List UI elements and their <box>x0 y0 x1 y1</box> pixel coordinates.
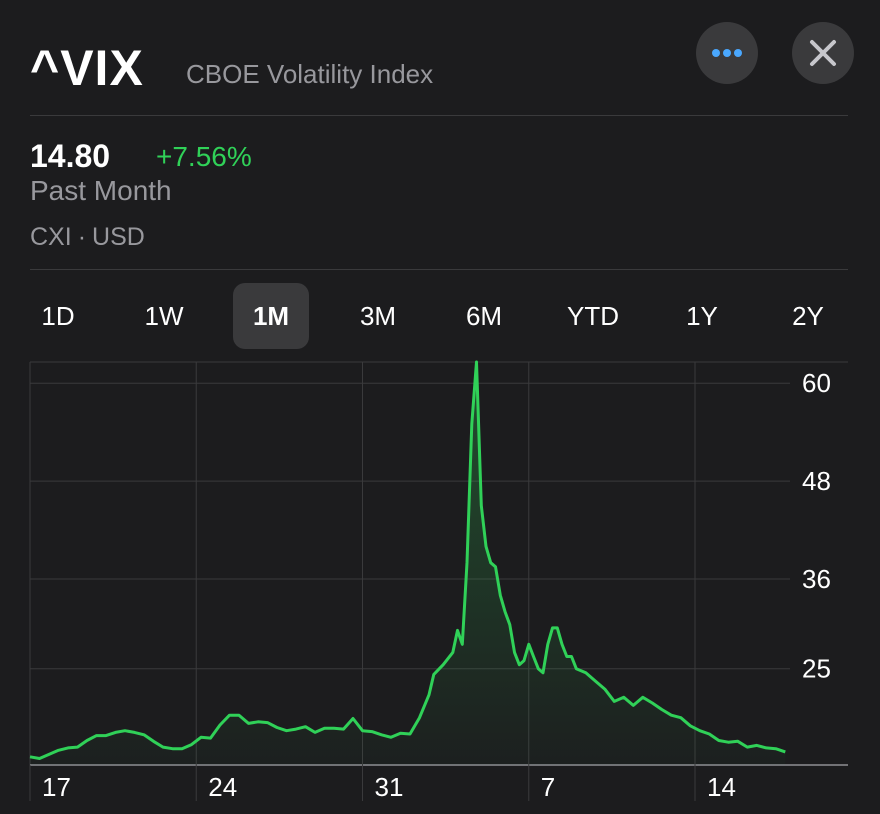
separator-dot: · <box>77 223 87 251</box>
close-button[interactable] <box>792 22 854 84</box>
close-x-icon <box>810 40 836 66</box>
tab-3m[interactable]: 3M <box>359 301 397 331</box>
exchange-label: CXI <box>30 223 72 251</box>
more-button[interactable] <box>696 22 758 84</box>
x-tick-label: 14 <box>707 772 736 802</box>
ticker-symbol: ^VIX <box>30 40 144 96</box>
price-change: +7.56% <box>156 141 252 172</box>
header: ^VIX CBOE Volatility Index <box>30 22 860 98</box>
currency-label: USD <box>92 223 145 251</box>
y-tick-label: 48 <box>802 466 831 496</box>
tab-2y[interactable]: 2Y <box>792 301 824 331</box>
x-tick-label: 17 <box>42 772 71 802</box>
price-line <box>29 360 786 760</box>
x-axis-labels: 17 24 31 7 14 <box>42 772 736 802</box>
y-axis-labels: 60 48 36 25 <box>802 368 831 684</box>
exchange-currency: CXI · USD <box>30 220 145 254</box>
tab-1d[interactable]: 1D <box>41 301 75 331</box>
ellipsis-icon <box>712 49 742 57</box>
tab-1m[interactable]: 1M <box>233 283 309 349</box>
x-tick-label: 31 <box>375 772 404 802</box>
tab-1y[interactable]: 1Y <box>686 301 718 331</box>
y-tick-label: 36 <box>802 564 831 594</box>
ticker-name: CBOE Volatility Index <box>186 59 434 89</box>
current-price: 14.80 <box>30 138 111 174</box>
x-tick-label: 7 <box>541 772 555 802</box>
y-tick-label: 60 <box>802 368 831 398</box>
header-divider <box>30 115 848 116</box>
y-tick-label: 25 <box>802 654 831 684</box>
tab-6m[interactable]: 6M <box>465 301 503 331</box>
price-area <box>30 362 786 765</box>
x-tick-label: 24 <box>208 772 237 802</box>
period-label: Past Month <box>30 175 172 206</box>
range-tabs: 1D 1W 1M 3M 6M YTD 1Y 2Y <box>20 283 860 349</box>
tab-1w[interactable]: 1W <box>144 301 184 331</box>
quote-divider <box>30 269 848 270</box>
tab-ytd[interactable]: YTD <box>567 301 619 331</box>
